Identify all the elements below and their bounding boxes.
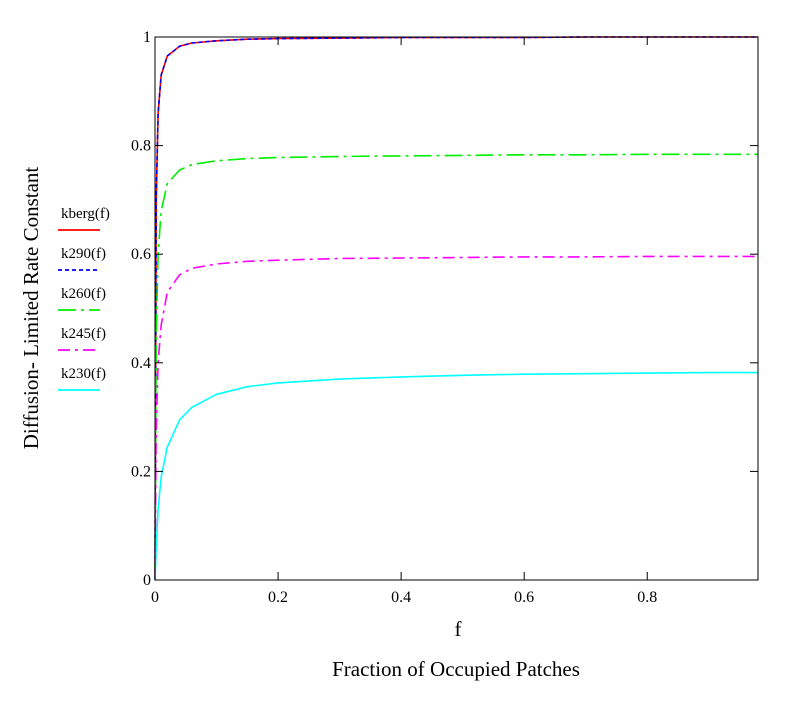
y-tick-label: 0.2 <box>131 463 151 480</box>
plot-frame <box>154 36 759 581</box>
series-line-k290f <box>154 36 758 581</box>
legend: kberg(f) k290(f) k260(f) k245(f) k230(f) <box>58 206 110 391</box>
series-line-k245f <box>154 255 758 581</box>
y-tick-label: 0 <box>143 572 151 589</box>
y-tick-label: 0.4 <box>131 355 151 372</box>
legend-label: k230(f) <box>61 366 106 382</box>
series-line-k260f <box>154 153 758 581</box>
x-tick-label: 0 <box>151 589 159 606</box>
legend-label: k290(f) <box>61 246 106 262</box>
y-tick-label: 0.6 <box>131 246 151 263</box>
x-axis-subtitle: Fraction of Occupied Patches <box>332 657 580 681</box>
ticks-layer: 0 0.2 0.4 0.6 0.8 0 0.2 0.4 0.6 0.8 1 <box>131 29 758 606</box>
legend-label: k260(f) <box>61 286 106 302</box>
y-tick-label: 0.8 <box>131 138 151 155</box>
x-axis-label: f <box>455 617 462 641</box>
legend-label: k245(f) <box>61 326 106 342</box>
series-line-kbergf <box>154 36 758 581</box>
series-layer <box>154 36 758 581</box>
x-tick-label: 0.6 <box>514 589 534 606</box>
axes-layer <box>154 36 759 581</box>
y-axis-label: Diffusion- Limited Rate Constant <box>19 167 43 450</box>
legend-label: kberg(f) <box>61 206 110 222</box>
y-tick-label: 1 <box>143 29 151 46</box>
series-line-k230f <box>154 371 758 581</box>
x-tick-label: 0.8 <box>637 589 657 606</box>
x-tick-label: 0.4 <box>391 589 411 606</box>
x-tick-label: 0.2 <box>268 589 288 606</box>
